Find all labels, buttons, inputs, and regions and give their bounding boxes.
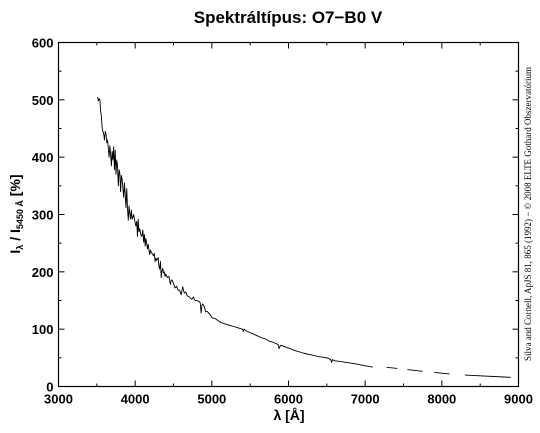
x-tick-label: 8000 bbox=[427, 392, 456, 407]
credit-note: Silva and Cornell, ApJS 81, 865 (1992) −… bbox=[523, 67, 533, 361]
y-label-unit: [%] bbox=[7, 174, 23, 200]
y-tick-label: 0 bbox=[46, 380, 53, 395]
x-tick-label: 4000 bbox=[121, 392, 150, 407]
chart-title: Spektráltípus: O7−B0 V bbox=[194, 8, 383, 27]
x-tick-label: 7000 bbox=[351, 392, 380, 407]
x-tick-label: 5000 bbox=[197, 392, 226, 407]
spectrum-line-segment bbox=[407, 369, 423, 372]
y-label-divider: / I bbox=[7, 229, 23, 245]
spectrum-line-segment bbox=[97, 96, 373, 368]
y-tick-label: 300 bbox=[32, 208, 54, 223]
x-axis-label: λ [Å] bbox=[273, 407, 304, 423]
x-tick-label: 3000 bbox=[44, 392, 73, 407]
y-tick-label: 100 bbox=[32, 322, 54, 337]
y-label-ref-sub: 5450 Å bbox=[15, 200, 25, 230]
y-axis: 0 100 200 300 400 500 600 bbox=[32, 36, 519, 395]
y-tick-label: 500 bbox=[32, 93, 54, 108]
y-tick-label: 600 bbox=[32, 36, 54, 51]
x-tick-label: 9000 bbox=[504, 392, 533, 407]
y-tick-label: 400 bbox=[32, 150, 54, 165]
spectrum-series bbox=[97, 96, 511, 378]
y-label-main: I bbox=[7, 250, 23, 254]
x-axis: 3000 4000 5000 6000 7000 8000 9000 bbox=[44, 42, 533, 407]
spectrum-line-segment bbox=[386, 366, 398, 369]
y-axis-label: Iλ / I5450 Å [%] bbox=[7, 174, 25, 253]
y-tick-label: 200 bbox=[32, 265, 54, 280]
x-tick-label: 6000 bbox=[274, 392, 303, 407]
spectrum-line-segment bbox=[434, 372, 450, 375]
y-label-main-sub: λ bbox=[15, 245, 25, 250]
spectrum-line-segment bbox=[464, 374, 511, 378]
